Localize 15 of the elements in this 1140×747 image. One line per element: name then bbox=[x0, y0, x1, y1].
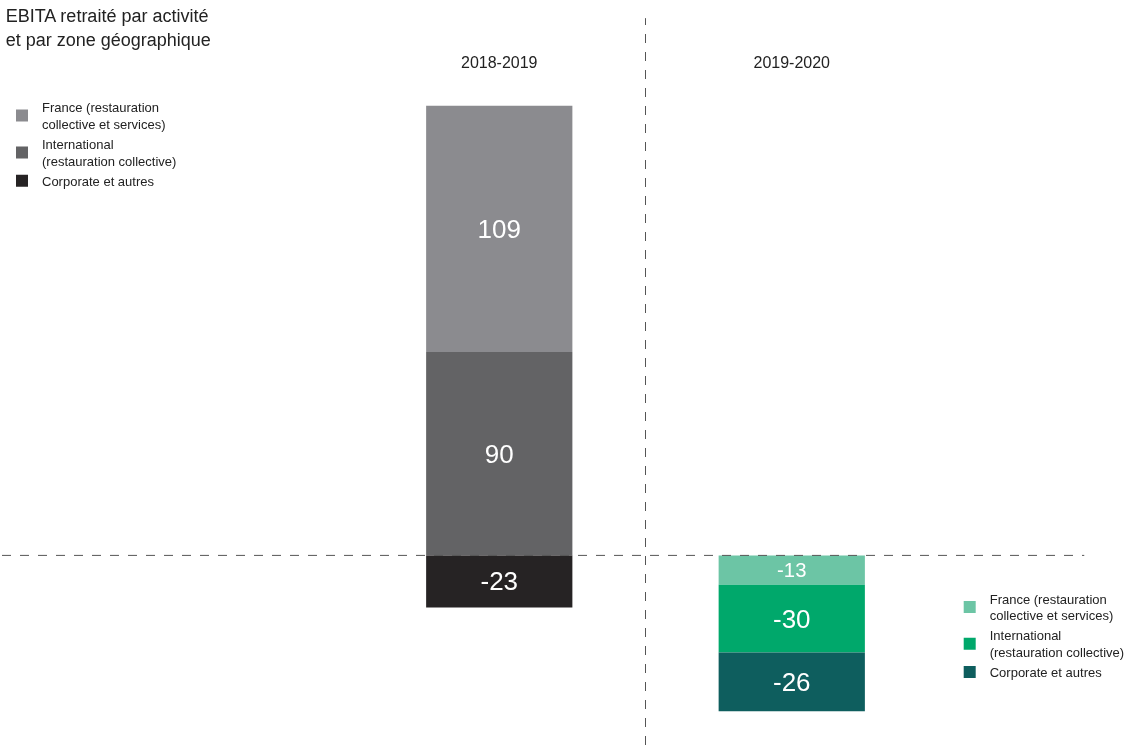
legend-label: International (restauration collective) bbox=[989, 628, 1125, 661]
data-label: 109 bbox=[477, 213, 521, 244]
legend-label: International (restauration collective) bbox=[42, 137, 177, 169]
data-label: -13 bbox=[777, 559, 807, 582]
legend-label: Corporate et autres bbox=[42, 173, 155, 189]
data-label: -30 bbox=[772, 603, 811, 634]
text: EBITA retraité par activité et par zone géographique bbox=[5, 6, 211, 50]
legend-label: Corporate et autres bbox=[989, 665, 1103, 681]
data-label: 90 bbox=[484, 438, 514, 469]
legend-label: France (restauration collective et services) bbox=[989, 591, 1114, 624]
x-tick-label: 2019-2020 bbox=[753, 53, 831, 71]
data-label: -23 bbox=[480, 566, 519, 597]
legend-label: France (restauration collective et services) bbox=[42, 100, 166, 133]
data-label: -26 bbox=[772, 666, 811, 697]
x-tick-label: 2018-2019 bbox=[460, 53, 538, 71]
